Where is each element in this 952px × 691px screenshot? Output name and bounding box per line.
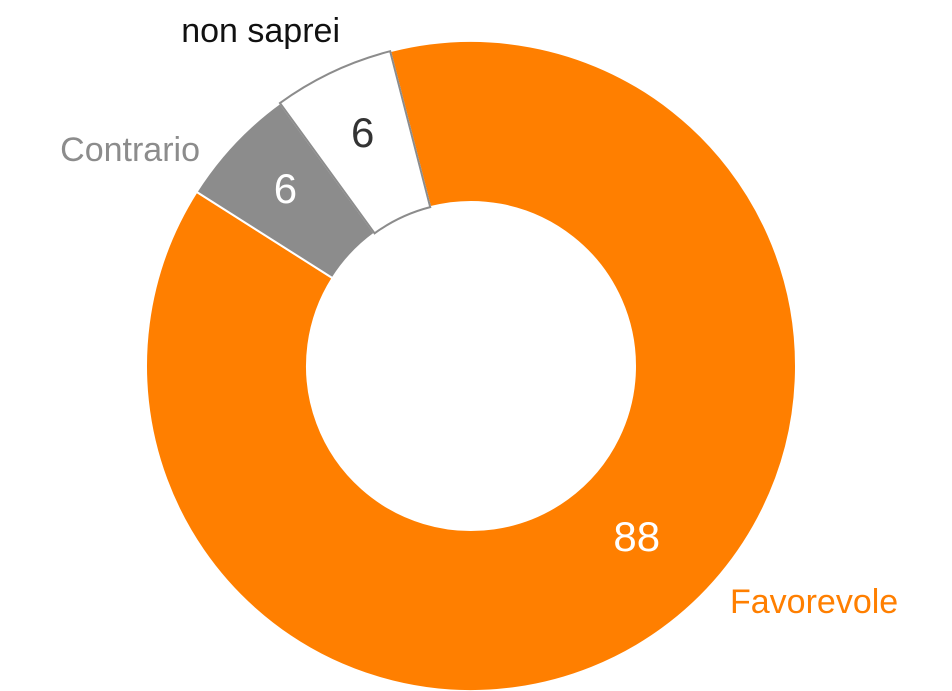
value-label: 88 <box>613 513 660 560</box>
category-label: non saprei <box>181 12 340 50</box>
category-label: Favorevole <box>730 583 898 621</box>
value-label: 6 <box>274 165 297 212</box>
slice <box>145 40 797 691</box>
value-label: 6 <box>351 109 374 156</box>
category-label: Contrario <box>60 131 200 169</box>
slice <box>278 49 432 235</box>
